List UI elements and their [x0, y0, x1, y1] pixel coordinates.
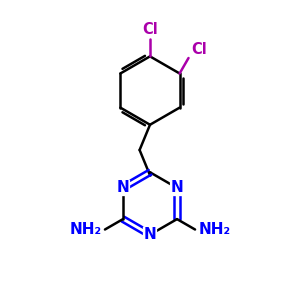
Text: Cl: Cl: [191, 41, 207, 56]
Text: N: N: [117, 180, 129, 195]
Text: NH₂: NH₂: [69, 222, 101, 237]
Text: Cl: Cl: [142, 22, 158, 37]
Text: N: N: [144, 227, 156, 242]
Text: N: N: [171, 180, 183, 195]
Text: NH₂: NH₂: [199, 222, 231, 237]
